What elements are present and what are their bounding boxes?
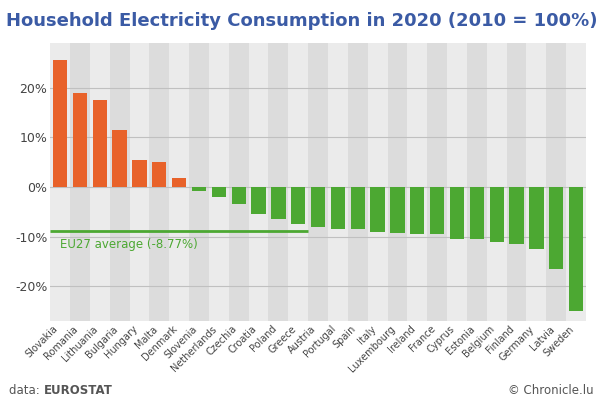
Bar: [70, 43, 90, 321]
Bar: [566, 43, 586, 321]
Bar: [410, 187, 424, 234]
Bar: [331, 187, 345, 229]
Bar: [390, 187, 404, 233]
Bar: [350, 187, 365, 229]
Bar: [192, 187, 206, 191]
Bar: [231, 187, 246, 205]
Bar: [549, 187, 563, 269]
Bar: [507, 43, 526, 321]
Bar: [546, 43, 566, 321]
Bar: [50, 43, 70, 321]
Bar: [150, 43, 169, 321]
Bar: [311, 187, 325, 227]
Text: Household Electricity Consumption in 2020 (2010 = 100%): Household Electricity Consumption in 202…: [6, 12, 597, 30]
Bar: [447, 43, 467, 321]
Bar: [490, 187, 504, 241]
Bar: [291, 187, 305, 224]
Bar: [510, 187, 523, 244]
Bar: [529, 187, 543, 249]
Bar: [271, 187, 285, 219]
Bar: [130, 43, 150, 321]
Bar: [172, 178, 186, 187]
Bar: [388, 43, 407, 321]
Bar: [569, 187, 583, 311]
Bar: [470, 187, 484, 239]
Text: EU27 average (-8.77%): EU27 average (-8.77%): [61, 238, 198, 251]
Bar: [467, 43, 487, 321]
Text: © Chronicle.lu: © Chronicle.lu: [508, 384, 594, 397]
Bar: [308, 43, 328, 321]
Bar: [229, 43, 249, 321]
Text: data:: data:: [9, 384, 43, 397]
Bar: [450, 187, 464, 239]
Bar: [427, 43, 447, 321]
Bar: [370, 187, 385, 232]
Bar: [251, 187, 266, 214]
Bar: [132, 160, 147, 187]
Bar: [328, 43, 348, 321]
Bar: [152, 162, 166, 187]
Bar: [487, 43, 507, 321]
Bar: [112, 130, 127, 187]
Bar: [93, 100, 107, 187]
Bar: [73, 93, 87, 187]
Bar: [209, 43, 229, 321]
Text: EUROSTAT: EUROSTAT: [44, 384, 113, 397]
Bar: [430, 187, 444, 234]
Bar: [189, 43, 209, 321]
Bar: [53, 61, 67, 187]
Bar: [212, 187, 226, 197]
Bar: [348, 43, 368, 321]
Bar: [407, 43, 427, 321]
Bar: [90, 43, 110, 321]
Bar: [368, 43, 388, 321]
Bar: [526, 43, 546, 321]
Bar: [249, 43, 269, 321]
Bar: [110, 43, 130, 321]
Bar: [169, 43, 189, 321]
Bar: [288, 43, 308, 321]
Bar: [269, 43, 288, 321]
